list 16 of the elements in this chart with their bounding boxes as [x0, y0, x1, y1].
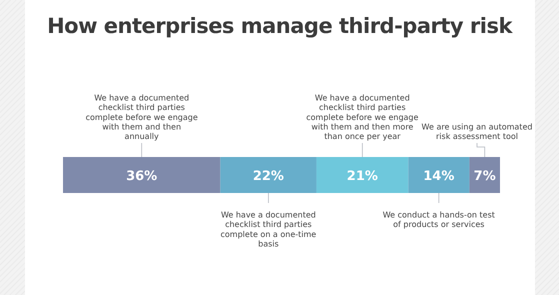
chart-title: How enterprises manage third-party risk [46, 14, 514, 38]
data-label: 36% [126, 169, 158, 184]
bar [316, 157, 408, 193]
data-label: 14% [423, 169, 454, 184]
bar [63, 157, 220, 193]
bar [220, 157, 316, 193]
bar [469, 157, 500, 193]
text: We conduct a hands-on test of products or services [382, 210, 495, 230]
text: We are using an automated risk assessment tool [422, 122, 532, 141]
series-label: We have a documented checklist third parties complete before we engage with them and then annually [86, 94, 198, 141]
data-label: 22% [252, 169, 284, 184]
bar [408, 157, 470, 193]
text: We have a documented checklist third parties complete before we engage with them and then more than once per year [306, 94, 419, 141]
text: We have a documented checklist third parties complete on a one-time basis [220, 210, 316, 248]
data-label: 7% [474, 169, 496, 184]
data-label: 21% [346, 169, 378, 184]
